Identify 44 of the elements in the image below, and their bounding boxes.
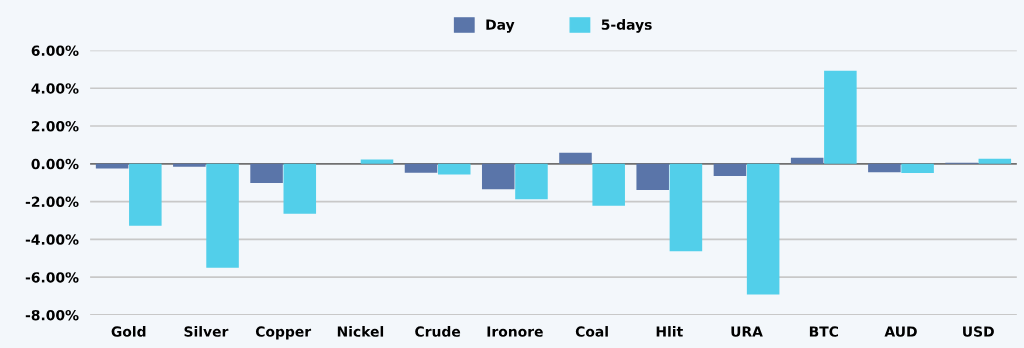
bar xyxy=(250,163,283,184)
x-tick-label: USD xyxy=(963,326,994,337)
bar xyxy=(206,163,239,268)
y-tick-label: -6.00% xyxy=(25,272,79,283)
x-tick-label: Crude xyxy=(415,326,461,337)
x-tick-label: Ironore xyxy=(487,326,543,337)
bar xyxy=(669,163,703,252)
bar xyxy=(978,158,1012,164)
x-tick-label: Copper xyxy=(255,326,312,340)
bar xyxy=(129,163,162,226)
bar xyxy=(437,163,471,175)
x-tick-label: Nickel xyxy=(337,326,384,337)
bar xyxy=(481,163,515,190)
legend-label: Day xyxy=(486,19,515,33)
bar xyxy=(515,163,548,200)
x-tick-label: Silver xyxy=(184,326,229,337)
y-tick-label: -2.00% xyxy=(25,196,79,208)
y-tick-label: 2.00% xyxy=(31,120,79,132)
bar xyxy=(713,163,747,177)
y-tick-label: -8.00% xyxy=(25,309,79,321)
bar xyxy=(868,163,901,173)
x-tick-label: AUD xyxy=(884,326,917,337)
bar xyxy=(746,163,780,295)
legend-label: 5-days xyxy=(601,19,652,33)
bar xyxy=(824,70,857,164)
bar xyxy=(360,159,394,164)
x-tick-label: Hlit xyxy=(656,326,683,337)
y-tick-label: -4.00% xyxy=(25,234,79,245)
bar xyxy=(559,152,592,164)
bar xyxy=(592,163,625,206)
x-tick-label: Gold xyxy=(111,326,146,337)
x-tick-label: URA xyxy=(731,326,763,337)
bar xyxy=(901,163,934,174)
bar xyxy=(173,163,206,167)
y-tick-label: 0.00% xyxy=(31,158,79,170)
bar xyxy=(404,163,438,173)
x-tick-label: BTC xyxy=(809,326,838,337)
y-tick-label: 6.00% xyxy=(31,45,79,56)
bar xyxy=(95,163,129,169)
bar xyxy=(636,163,669,191)
bar xyxy=(790,157,824,164)
y-tick-label: 4.00% xyxy=(31,83,79,94)
bar xyxy=(283,163,317,214)
x-tick-label: Coal xyxy=(575,326,608,337)
